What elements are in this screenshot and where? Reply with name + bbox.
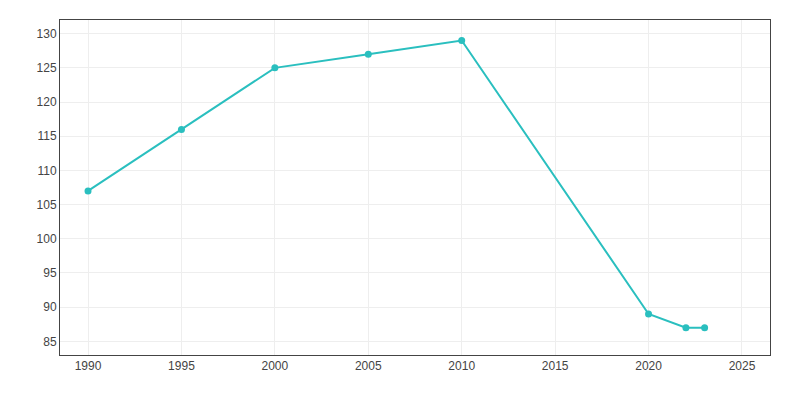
svg-text:2025: 2025 — [729, 359, 756, 373]
svg-text:130: 130 — [37, 27, 57, 41]
svg-text:85: 85 — [43, 335, 57, 349]
svg-text:95: 95 — [43, 266, 57, 280]
svg-text:2000: 2000 — [262, 359, 289, 373]
svg-text:2020: 2020 — [635, 359, 662, 373]
svg-text:2015: 2015 — [542, 359, 569, 373]
svg-text:90: 90 — [43, 300, 57, 314]
svg-text:110: 110 — [37, 164, 56, 178]
svg-text:115: 115 — [37, 129, 56, 143]
svg-text:1990: 1990 — [75, 359, 102, 373]
svg-text:125: 125 — [37, 61, 57, 75]
svg-text:2005: 2005 — [355, 359, 382, 373]
svg-text:2010: 2010 — [448, 359, 475, 373]
svg-text:1995: 1995 — [168, 359, 195, 373]
svg-text:100: 100 — [37, 232, 57, 246]
svg-text:120: 120 — [37, 95, 57, 109]
svg-text:105: 105 — [37, 198, 57, 212]
